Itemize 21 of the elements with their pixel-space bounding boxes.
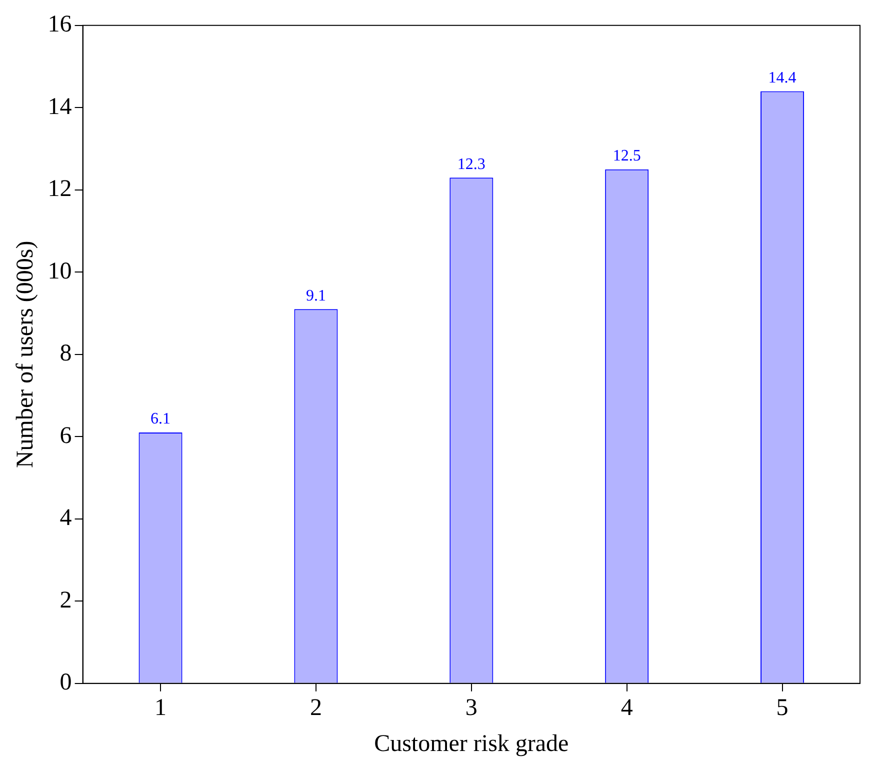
x-tick-label: 5: [776, 695, 788, 722]
y-tick-label: 14: [48, 94, 72, 120]
y-tick-label: 0: [60, 670, 72, 696]
y-tick-label: 8: [60, 340, 72, 367]
data-label: 14.4: [768, 69, 796, 86]
data-label: 12.5: [612, 148, 641, 165]
y-tick-label: 6: [60, 422, 72, 449]
y-tick-label: 12: [48, 176, 72, 202]
y-axis-title: Number of users (000s): [12, 240, 39, 468]
data-label: 12.3: [457, 156, 486, 173]
x-tick-label: 2: [310, 695, 322, 722]
data-label: 9.1: [306, 287, 326, 304]
x-tick-label: 1: [154, 695, 167, 722]
x-tick-label: 3: [465, 695, 478, 722]
y-tick-label: 4: [60, 505, 72, 532]
data-label: 6.1: [150, 410, 171, 428]
y-tick-label: 16: [48, 12, 72, 38]
x-axis-title: Customer risk grade: [374, 730, 569, 757]
y-tick-label: 2: [60, 587, 72, 614]
x-tick-label: 4: [620, 695, 633, 722]
y-tick-label: 10: [48, 258, 72, 284]
